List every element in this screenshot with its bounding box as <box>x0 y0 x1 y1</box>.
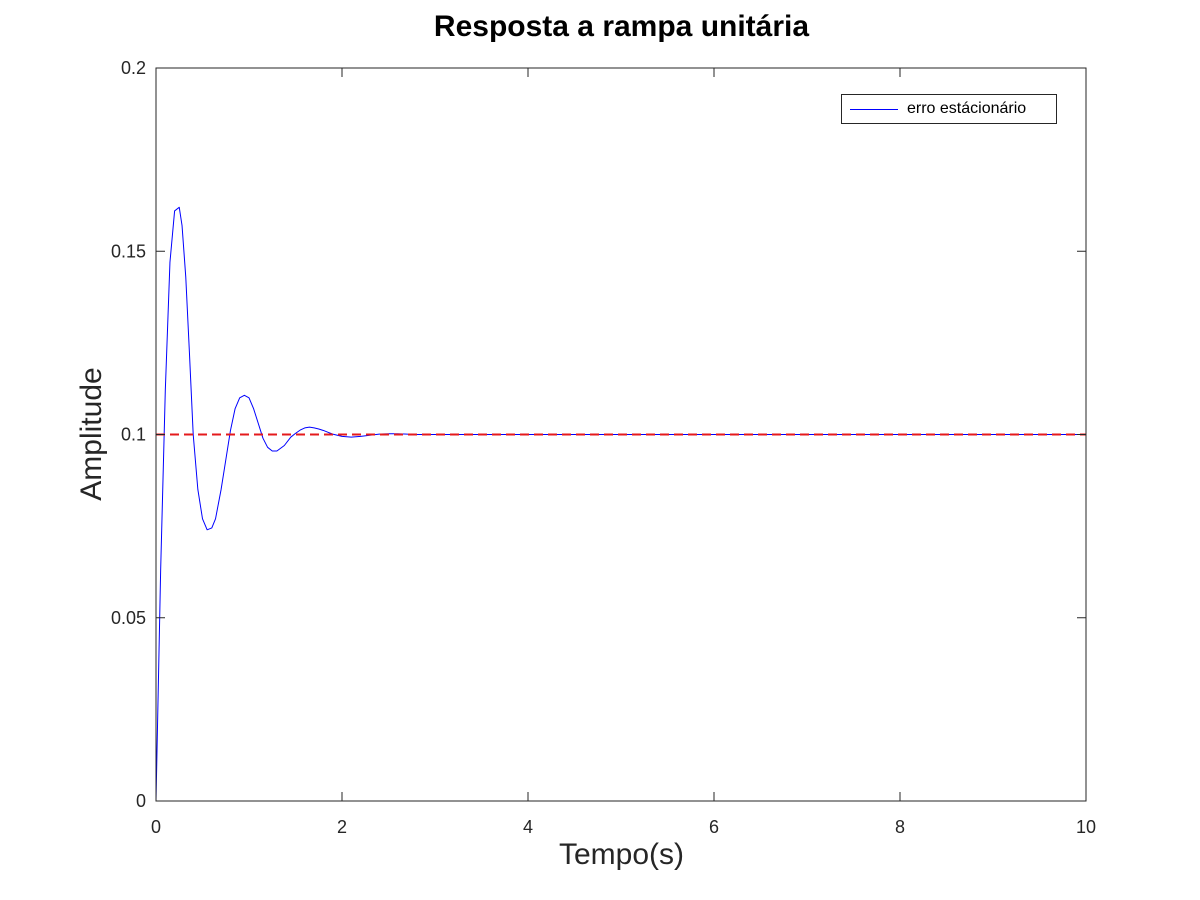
x-tick-label: 2 <box>337 817 347 837</box>
legend: erro estácionário <box>841 94 1057 124</box>
y-tick-label: 0.15 <box>111 241 146 261</box>
x-tick-label: 4 <box>523 817 533 837</box>
x-tick-label: 0 <box>151 817 161 837</box>
axes-box <box>155 67 1087 802</box>
y-tick-label: 0.1 <box>121 425 146 445</box>
y-tick-label: 0 <box>136 791 146 811</box>
y-axis-label: Amplitude <box>75 367 108 501</box>
plot-area <box>155 206 1086 802</box>
y-tick-label: 0.05 <box>111 608 146 628</box>
axis-ticks: 0 2 4 6 8 10 0 0.05 0.1 0.15 0.2 <box>111 58 1096 837</box>
chart-title: Resposta a rampa unitária <box>433 10 810 43</box>
series-line-0 <box>155 206 1086 802</box>
x-axis-label: Tempo(s) <box>558 838 685 871</box>
legend-label: erro estácionário <box>907 100 1027 117</box>
x-tick-label: 10 <box>1076 817 1096 837</box>
x-tick-label: 6 <box>709 817 719 837</box>
x-tick-label: 8 <box>895 817 905 837</box>
y-tick-label: 0.2 <box>121 58 146 78</box>
legend-swatch <box>850 109 898 110</box>
